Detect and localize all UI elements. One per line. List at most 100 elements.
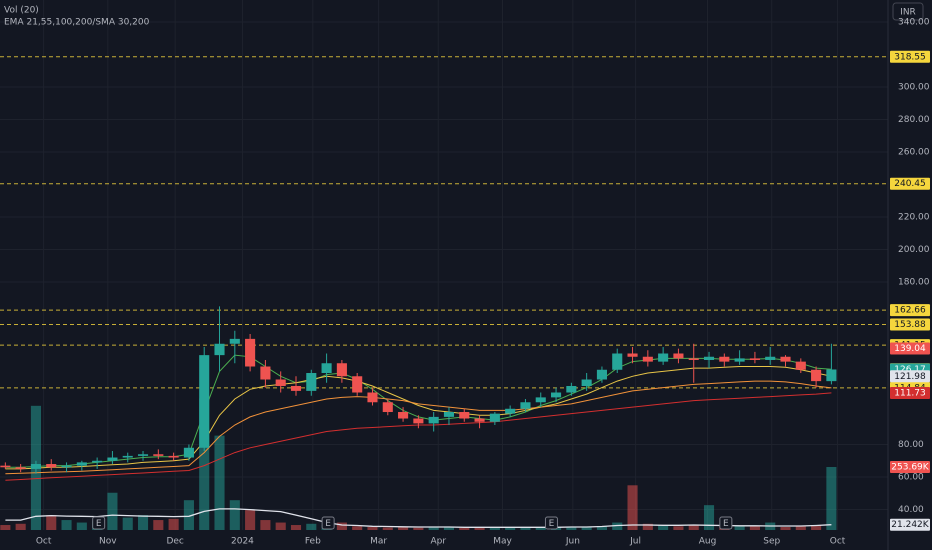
x-tick-label: Jun: [565, 537, 580, 547]
candle-body: [581, 379, 592, 387]
candle-body: [459, 412, 470, 419]
volume-bar: [352, 526, 363, 530]
candle-body: [290, 386, 302, 391]
candle-body: [688, 358, 699, 361]
earnings-marker: [92, 516, 106, 530]
candle-body: [46, 464, 57, 468]
volume-bar: [811, 525, 822, 530]
volume-bar: [183, 500, 194, 530]
earnings-label: E: [549, 519, 555, 529]
candle-body: [92, 460, 103, 463]
volume-bar: [520, 527, 531, 530]
candle-body: [489, 413, 500, 422]
candle-body: [0, 465, 11, 468]
candle-body: [596, 369, 607, 380]
candle-body: [367, 392, 378, 403]
volume-bar: [703, 505, 715, 530]
candle-body: [734, 358, 745, 362]
currency[interactable]: INR: [900, 8, 916, 18]
earnings-label: E: [325, 519, 331, 529]
candle-body: [260, 366, 271, 380]
candle-body: [153, 454, 164, 456]
volume-bar: [474, 527, 485, 530]
x-tick-label: Dec: [166, 537, 183, 547]
volume-bar: [826, 466, 837, 530]
price-tag-label: 153.88: [894, 320, 926, 330]
volume-bar: [795, 526, 806, 530]
volume-bar: [459, 528, 470, 530]
y-tick-label: 300.00: [898, 82, 930, 92]
currency-button[interactable]: [892, 2, 924, 21]
legend-ema: EMA 21,55,100,200/SMA 30,200: [4, 18, 150, 28]
volume-bar: [673, 526, 684, 530]
candle-body: [15, 467, 26, 469]
price-tag: [890, 342, 930, 355]
price-tag-label: 121.98: [894, 372, 926, 382]
y-tick-label: 200.00: [898, 245, 930, 255]
volume-bar: [566, 527, 577, 530]
candle-body: [811, 369, 822, 382]
volume-bar: [76, 522, 87, 530]
price-tag-label: 111.73: [894, 388, 926, 398]
candle-body: [382, 402, 393, 413]
volume-bar: [122, 517, 133, 530]
candle-body: [520, 402, 531, 409]
volume-bar: [688, 525, 699, 530]
volume-bar: [428, 527, 439, 530]
volume-bar: [61, 520, 72, 530]
volume-bar: [642, 523, 653, 530]
earnings-label: E: [96, 519, 102, 529]
price-tag-label: 253.69K: [891, 462, 929, 472]
candle-body: [30, 464, 41, 469]
candle-body: [336, 363, 347, 377]
earnings-marker: [719, 516, 733, 530]
volume-bar: [505, 527, 516, 530]
price-tag-label: 240.45: [894, 179, 926, 189]
volume-bar: [275, 522, 286, 530]
candle-body: [306, 373, 317, 391]
y-tick-label: 340.00: [898, 17, 930, 27]
volume-bar: [229, 500, 240, 530]
volume-bar: [168, 518, 179, 530]
candle-body: [443, 412, 455, 417]
earnings-marker: [544, 516, 558, 530]
legend-volume: Vol (20): [4, 6, 39, 16]
volume-bar: [382, 527, 393, 530]
y-tick-label: 40.00: [898, 505, 924, 515]
x-tick-label: Mar: [370, 537, 387, 547]
volume-bar: [658, 525, 669, 530]
price-tag: [890, 50, 930, 63]
candle-body: [719, 356, 730, 362]
volume-bar: [581, 526, 592, 530]
price-tag: [890, 318, 930, 331]
candle-body: [551, 392, 562, 398]
volume-bar: [627, 485, 638, 530]
candle-body: [168, 455, 179, 458]
candle-body: [505, 408, 516, 414]
candle-body: [413, 418, 424, 424]
volume-bar: [749, 526, 760, 530]
candle-body: [122, 455, 133, 458]
candle-body: [137, 454, 149, 456]
candle-body: [428, 416, 439, 424]
y-tick-label: 180.00: [898, 277, 930, 287]
volume-bar: [734, 525, 745, 530]
x-tick-label: Feb: [305, 537, 321, 547]
x-tick-label: Jul: [629, 537, 641, 547]
candle-body: [535, 397, 546, 403]
x-tick-label: Sep: [763, 537, 780, 547]
x-tick-label: Aug: [699, 537, 717, 547]
volume-bar: [612, 522, 623, 530]
earnings-label: E: [723, 519, 729, 529]
candle-body: [566, 386, 577, 393]
volume-bar: [290, 525, 302, 530]
x-tick-label: May: [493, 537, 512, 547]
volume-bar: [398, 527, 409, 530]
volume-bar: [199, 398, 210, 530]
candle-body: [673, 353, 684, 359]
x-tick-label: Oct: [36, 537, 52, 547]
volume-bar: [46, 515, 57, 530]
candle-body: [749, 358, 760, 361]
candle-body: [765, 356, 776, 361]
